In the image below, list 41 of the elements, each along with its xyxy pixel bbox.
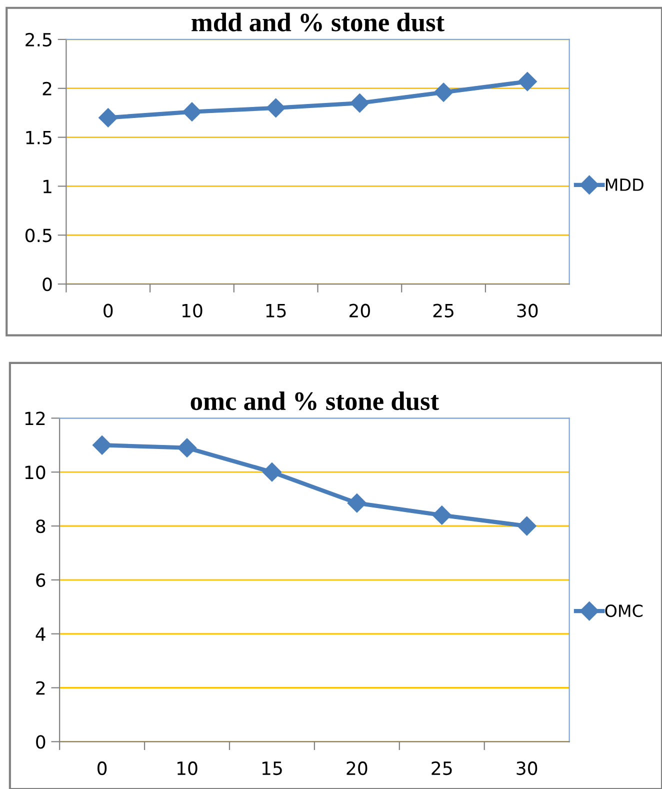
x-tick-label: 20: [350, 304, 370, 318]
point: [177, 438, 197, 458]
legend-label: OMC: [605, 604, 643, 618]
x-tick-label: 10: [182, 304, 202, 318]
point: [182, 102, 202, 122]
point: [350, 94, 370, 113]
point: [98, 108, 118, 128]
y-tick-label: 1.5: [26, 130, 52, 144]
y-tick-label: 4: [36, 628, 46, 641]
y-tick-label: 2: [42, 82, 52, 96]
y-tick-label: 0: [36, 735, 46, 749]
x-tick-label: 15: [262, 762, 282, 776]
y-tick-label: 0.5: [25, 228, 52, 242]
legend-label: MDD: [606, 178, 644, 191]
point: [432, 506, 452, 525]
point: [262, 462, 282, 482]
chart-title: mdd and % stone dust: [192, 12, 445, 32]
y-tick-label: 8: [36, 519, 46, 534]
x-tick-label: 0: [104, 304, 113, 318]
x-tick-label: 30: [516, 761, 538, 776]
y-tick-label: 0: [42, 278, 52, 292]
x-tick-label: 15: [266, 304, 286, 318]
point: [518, 72, 537, 92]
point: [266, 98, 286, 118]
x-tick-label: 10: [178, 761, 198, 776]
x-tick-label: 25: [433, 304, 454, 318]
x-tick-label: 0: [98, 761, 107, 776]
point: [434, 82, 454, 102]
x-tick-label: 20: [346, 761, 368, 776]
point: [347, 494, 366, 513]
x-tick-label: 30: [517, 304, 538, 318]
point: [92, 436, 112, 455]
y-tick-label: 2: [36, 681, 45, 695]
point: [517, 516, 536, 536]
x-tick-label: 25: [432, 761, 452, 776]
y-tick-label: 12: [25, 412, 45, 426]
y-tick-label: 10: [25, 466, 46, 480]
y-tick-label: 1: [44, 180, 52, 194]
y-tick-label: 2.5: [26, 32, 52, 47]
chart-title: omc and % stone dust: [190, 392, 439, 410]
y-tick-label: 6: [36, 573, 46, 588]
